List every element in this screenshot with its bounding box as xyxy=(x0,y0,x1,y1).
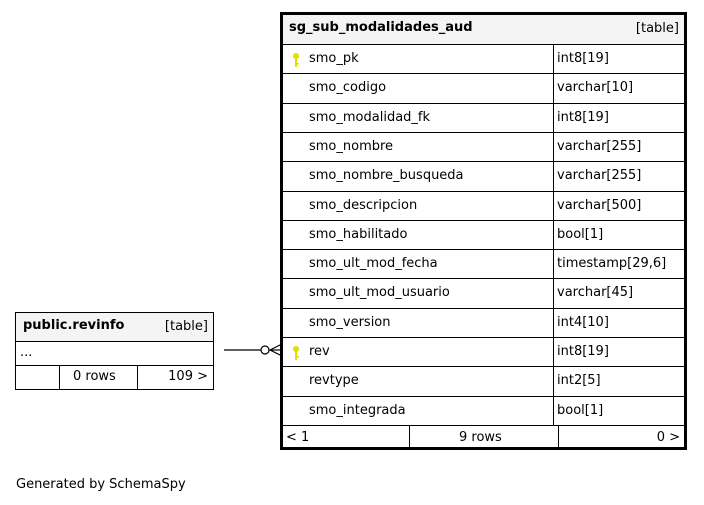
column-name: smo_nombre xyxy=(309,138,394,154)
divider xyxy=(553,74,554,103)
divider xyxy=(137,366,138,389)
parents-link[interactable]: < 1 xyxy=(286,430,310,445)
column-type: int4[10] xyxy=(557,314,609,330)
column-type: timestamp[29,6] xyxy=(557,256,667,272)
column-type: varchar[45] xyxy=(557,285,634,301)
column-type: int8[19] xyxy=(557,51,609,66)
table-kind: [table] xyxy=(635,21,679,36)
table-footer: < 1 9 rows 0 > xyxy=(283,426,684,450)
column-type: varchar[10] xyxy=(557,80,634,96)
divider xyxy=(553,338,554,367)
column-row[interactable]: smo_pk int8[19] xyxy=(283,45,684,75)
column-type: int8[19] xyxy=(557,109,609,125)
column-name: smo_nombre_busqueda xyxy=(309,168,464,184)
column-name: rev xyxy=(309,344,330,359)
divider xyxy=(553,191,554,220)
divider xyxy=(553,279,554,308)
zero-marker xyxy=(260,345,270,355)
column-row[interactable]: revtype int2[5] xyxy=(283,367,684,397)
column-row[interactable]: smo_nombre_busqueda varchar[255] xyxy=(283,162,684,192)
column-name: smo_modalidad_fk xyxy=(309,109,431,125)
divider xyxy=(553,220,554,250)
column-type: varchar[255] xyxy=(557,168,642,184)
relationship-connector xyxy=(224,343,283,357)
column-name: revtype xyxy=(309,373,359,389)
column-row[interactable]: smo_modalidad_fk int8[19] xyxy=(283,103,684,133)
generated-by-label: Generated by SchemaSpy xyxy=(16,477,186,492)
column-row[interactable]: smo_ult_mod_fecha timestamp[29,6] xyxy=(283,250,684,280)
column-name: smo_version xyxy=(309,314,391,330)
column-row[interactable]: smo_habilitado bool[1] xyxy=(283,220,684,251)
column-row[interactable]: smo_codigo varchar[10] xyxy=(283,74,684,104)
column-row[interactable]: smo_integrada bool[1] xyxy=(283,396,684,426)
divider xyxy=(59,366,60,389)
row-count: 0 rows xyxy=(73,369,116,384)
key-icon xyxy=(293,346,299,360)
column-row[interactable]: rev int8[19] xyxy=(283,338,684,368)
column-row[interactable]: smo_nombre varchar[255] xyxy=(283,132,684,163)
divider xyxy=(553,308,554,338)
column-row[interactable]: smo_descripcion varchar[500] xyxy=(283,191,684,221)
ellipsis-text: ... xyxy=(20,345,33,360)
divider xyxy=(553,132,554,162)
table-kind: [table] xyxy=(164,319,208,334)
row-count: 9 rows xyxy=(459,430,502,445)
column-type: varchar[500] xyxy=(557,197,642,213)
divider xyxy=(553,367,554,396)
divider xyxy=(553,162,554,191)
key-icon xyxy=(293,53,299,67)
divider xyxy=(553,103,554,132)
table-header: public.revinfo [table] xyxy=(16,313,213,342)
column-type: varchar[255] xyxy=(557,138,642,154)
column-name: smo_descripcion xyxy=(309,197,418,213)
column-type: bool[1] xyxy=(557,226,604,242)
divider xyxy=(553,45,554,74)
divider xyxy=(553,250,554,279)
divider xyxy=(553,396,554,425)
table-footer: 0 rows 109 > xyxy=(16,366,213,389)
column-name: smo_codigo xyxy=(309,80,387,96)
divider xyxy=(558,426,559,450)
divider xyxy=(409,426,410,450)
column-type: int2[5] xyxy=(557,373,601,389)
column-ellipsis: ... xyxy=(16,342,213,366)
column-name: smo_pk xyxy=(309,51,359,66)
column-row[interactable]: smo_ult_mod_usuario varchar[45] xyxy=(283,279,684,309)
crow-foot-icon xyxy=(269,343,283,357)
children-link[interactable]: 0 > xyxy=(656,430,680,445)
column-name: smo_ult_mod_fecha xyxy=(309,256,438,272)
table-public-revinfo[interactable]: public.revinfo [table] ... 0 rows 109 > xyxy=(15,312,214,390)
table-name: public.revinfo xyxy=(23,318,125,333)
table-header: sg_sub_modalidades_aud [table] xyxy=(283,15,684,45)
column-name: smo_habilitado xyxy=(309,226,408,242)
column-row[interactable]: smo_version int4[10] xyxy=(283,308,684,339)
column-name: smo_integrada xyxy=(309,402,406,418)
column-type: int8[19] xyxy=(557,344,609,359)
table-name: sg_sub_modalidades_aud xyxy=(289,20,473,35)
children-link[interactable]: 109 > xyxy=(168,369,208,384)
column-name: smo_ult_mod_usuario xyxy=(309,285,450,301)
column-type: bool[1] xyxy=(557,402,604,418)
